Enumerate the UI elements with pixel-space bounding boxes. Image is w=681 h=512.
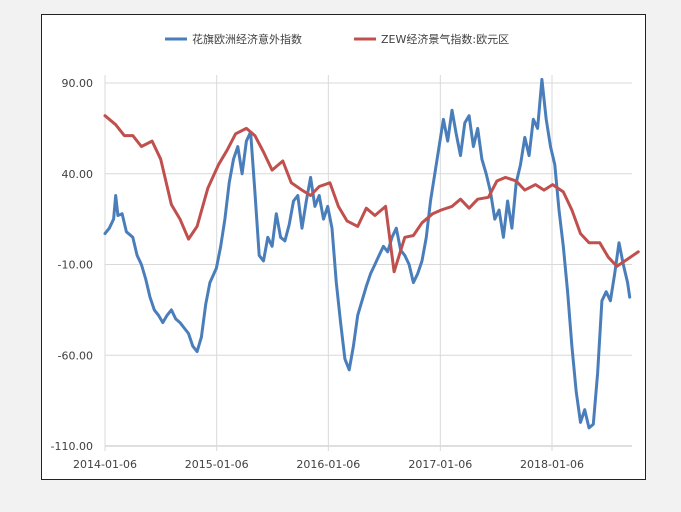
x-tick-label: 2018-01-06 — [520, 458, 584, 471]
series-lines — [103, 77, 640, 430]
y-tick-label: -60.00 — [58, 349, 93, 362]
x-axis: 2014-01-06 2015-01-06 2016-01-06 2017-01-06… — [73, 75, 632, 471]
y-tick-label: -110.00 — [51, 440, 93, 453]
legend-label-citi-surprise: 花旗欧洲经济意外指数 — [192, 32, 302, 46]
chart-frame: 90.00 40.00 -10.00 -60.00 -110.00 2014-01-06… — [41, 14, 646, 480]
x-tick-label: 2017-01-06 — [408, 458, 472, 471]
x-tick-label: 2016-01-06 — [296, 458, 360, 471]
x-tick-label: 2014-01-06 — [73, 458, 137, 471]
y-axis-tick-labels: 90.00 40.00 -10.00 -60.00 -110.00 — [51, 77, 93, 453]
y-tick-label: 90.00 — [62, 77, 94, 90]
series-line-zew — [103, 114, 640, 274]
line-chart: 90.00 40.00 -10.00 -60.00 -110.00 2014-01-06… — [51, 32, 640, 471]
y-tick-label: -10.00 — [58, 259, 93, 272]
grid-lines — [105, 82, 632, 356]
legend: 花旗欧洲经济意外指数 ZEW经济景气指数:欧元区 — [165, 32, 509, 46]
x-tick-label: 2015-01-06 — [185, 458, 249, 471]
y-tick-label: 40.00 — [62, 168, 94, 181]
series-line-citi-surprise — [103, 77, 632, 430]
legend-label-zew: ZEW经济景气指数:欧元区 — [381, 32, 509, 46]
